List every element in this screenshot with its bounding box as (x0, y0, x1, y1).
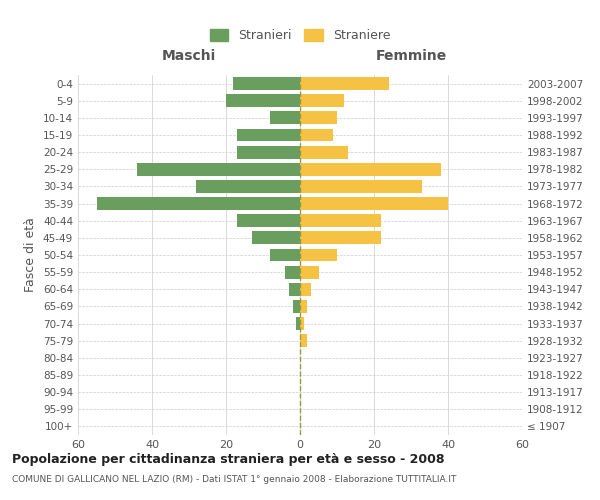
Bar (300, 163, 440, 175)
Bar (300, 112, 337, 124)
Bar (289, 283, 300, 296)
Bar (237, 128, 300, 141)
Bar (300, 317, 304, 330)
Text: COMUNE DI GALLICANO NEL LAZIO (RM) - Dati ISTAT 1° gennaio 2008 - Elaborazione T: COMUNE DI GALLICANO NEL LAZIO (RM) - Dat… (12, 475, 457, 484)
Bar (300, 197, 448, 210)
Bar (226, 94, 300, 107)
Bar (296, 317, 300, 330)
Bar (237, 214, 300, 227)
Y-axis label: Fasce di età: Fasce di età (25, 218, 37, 292)
Text: Femmine: Femmine (376, 49, 446, 63)
Bar (300, 180, 422, 193)
Bar (293, 300, 300, 313)
Bar (233, 77, 300, 90)
Bar (252, 232, 300, 244)
Bar (137, 163, 300, 175)
Text: Popolazione per cittadinanza straniera per età e sesso - 2008: Popolazione per cittadinanza straniera p… (12, 452, 445, 466)
Bar (300, 214, 382, 227)
Bar (300, 300, 307, 313)
Bar (196, 180, 300, 193)
Legend: Stranieri, Straniere: Stranieri, Straniere (206, 26, 394, 46)
Bar (300, 146, 348, 158)
Bar (271, 248, 300, 262)
Bar (300, 128, 334, 141)
Bar (237, 146, 300, 158)
Bar (300, 77, 389, 90)
Bar (285, 266, 300, 278)
Bar (300, 283, 311, 296)
Text: Maschi: Maschi (162, 49, 216, 63)
Bar (300, 232, 382, 244)
Bar (300, 248, 337, 262)
Bar (300, 94, 344, 107)
Bar (300, 266, 319, 278)
Bar (300, 334, 307, 347)
Bar (271, 112, 300, 124)
Bar (97, 197, 300, 210)
